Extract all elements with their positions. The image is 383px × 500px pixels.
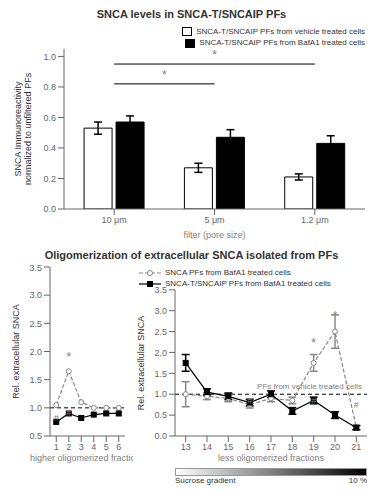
- svg-text:0.8: 0.8: [43, 82, 56, 92]
- svg-text:1.5: 1.5: [29, 375, 42, 385]
- svg-text:*: *: [212, 48, 217, 62]
- svg-text:0.0: 0.0: [43, 204, 56, 214]
- svg-text:#: #: [54, 413, 59, 423]
- html-text:SNCA-T/SNCAIP PFs from BafA1 t: SNCA-T/SNCAIP PFs from BafA1 treated cel…: [165, 279, 331, 289]
- svg-text:2.5: 2.5: [29, 319, 42, 329]
- svg-text:2.5: 2.5: [154, 327, 167, 337]
- svg-text:PFs from vehicle treated cells: PFs from vehicle treated cells: [257, 382, 362, 391]
- svg-text:18: 18: [287, 442, 297, 452]
- html-text:10 %: 10 %: [348, 476, 367, 485]
- svg-text:1.0: 1.0: [29, 403, 42, 413]
- svg-text:*: *: [162, 68, 167, 82]
- svg-text:2.0: 2.0: [29, 347, 42, 357]
- svg-text:3.0: 3.0: [154, 306, 167, 316]
- svg-text:3: 3: [79, 442, 84, 452]
- svg-text:0.6: 0.6: [43, 113, 56, 123]
- html-text:SNCA-T/SNCAIP PFs from BafA1 t: SNCA-T/SNCAIP PFs from BafA1 treated cel…: [199, 38, 365, 48]
- svg-text:#: #: [247, 396, 252, 406]
- svg-text:#: #: [66, 408, 71, 418]
- svg-text:5 μm: 5 μm: [204, 215, 224, 225]
- html-text:SNCA levels in SNCA-T/SNCAIP P: SNCA levels in SNCA-T/SNCAIP PFs: [96, 8, 287, 20]
- svg-text:0.5: 0.5: [154, 410, 167, 420]
- svg-text:1.0: 1.0: [43, 52, 56, 62]
- html-text:Sucrose gradient: Sucrose gradient: [175, 476, 236, 485]
- svg-text:*: *: [66, 350, 71, 364]
- svg-text:15: 15: [223, 442, 233, 452]
- svg-text:17: 17: [266, 442, 276, 452]
- svg-text:2.0: 2.0: [154, 348, 167, 358]
- svg-text:13: 13: [181, 442, 191, 452]
- svg-text:16: 16: [245, 442, 255, 452]
- svg-text:1.5: 1.5: [154, 369, 167, 379]
- svg-text:*: *: [333, 309, 338, 323]
- html-text:SNCA-T/SNCAIP PFs from vehicle: SNCA-T/SNCAIP PFs from vehicle treated c…: [196, 27, 365, 37]
- svg-text:20: 20: [330, 442, 340, 452]
- html-text:SNCA PFs from BafA1 treated ce: SNCA PFs from BafA1 treated cells: [165, 268, 291, 278]
- svg-text:6: 6: [116, 442, 121, 452]
- svg-text:3.5: 3.5: [29, 263, 42, 273]
- svg-text:#: #: [311, 396, 316, 406]
- svg-text:0.2: 0.2: [43, 174, 56, 184]
- svg-text:10 μm: 10 μm: [102, 215, 127, 225]
- svg-text:0.4: 0.4: [43, 143, 56, 153]
- svg-text:less oligomerized fractions: less oligomerized fractions: [218, 453, 325, 463]
- svg-text:4: 4: [91, 442, 96, 452]
- svg-text:0.5: 0.5: [29, 431, 42, 441]
- svg-text:3.0: 3.0: [29, 290, 42, 300]
- svg-text:0.0: 0.0: [154, 431, 167, 441]
- svg-text:5: 5: [104, 442, 109, 452]
- svg-text:1: 1: [54, 442, 59, 452]
- svg-text:Rel. extracellular SNCA: Rel. extracellular SNCA: [11, 304, 21, 399]
- svg-text:1.2 μm: 1.2 μm: [301, 215, 329, 225]
- svg-text:Rel. extracellular SNCA: Rel. extracellular SNCA: [136, 316, 146, 411]
- svg-text:3.5: 3.5: [154, 285, 167, 295]
- svg-text:21: 21: [351, 442, 361, 452]
- svg-text:2: 2: [66, 442, 71, 452]
- svg-text:#: #: [354, 400, 359, 410]
- svg-text:higher oligomerized fractions: higher oligomerized fractions: [30, 453, 133, 463]
- html-text:Oligomerization of extracellul: Oligomerization of extracellular SNCA is…: [44, 249, 339, 261]
- svg-text:14: 14: [202, 442, 212, 452]
- svg-text:1.0: 1.0: [154, 389, 167, 399]
- svg-text:*: *: [311, 336, 316, 350]
- svg-text:filter (pore size): filter (pore size): [183, 230, 245, 240]
- svg-text:SNCA Immunoreactivitynormalize: SNCA Immunoreactivitynormalized to unfil…: [13, 72, 33, 185]
- svg-text:19: 19: [309, 442, 319, 452]
